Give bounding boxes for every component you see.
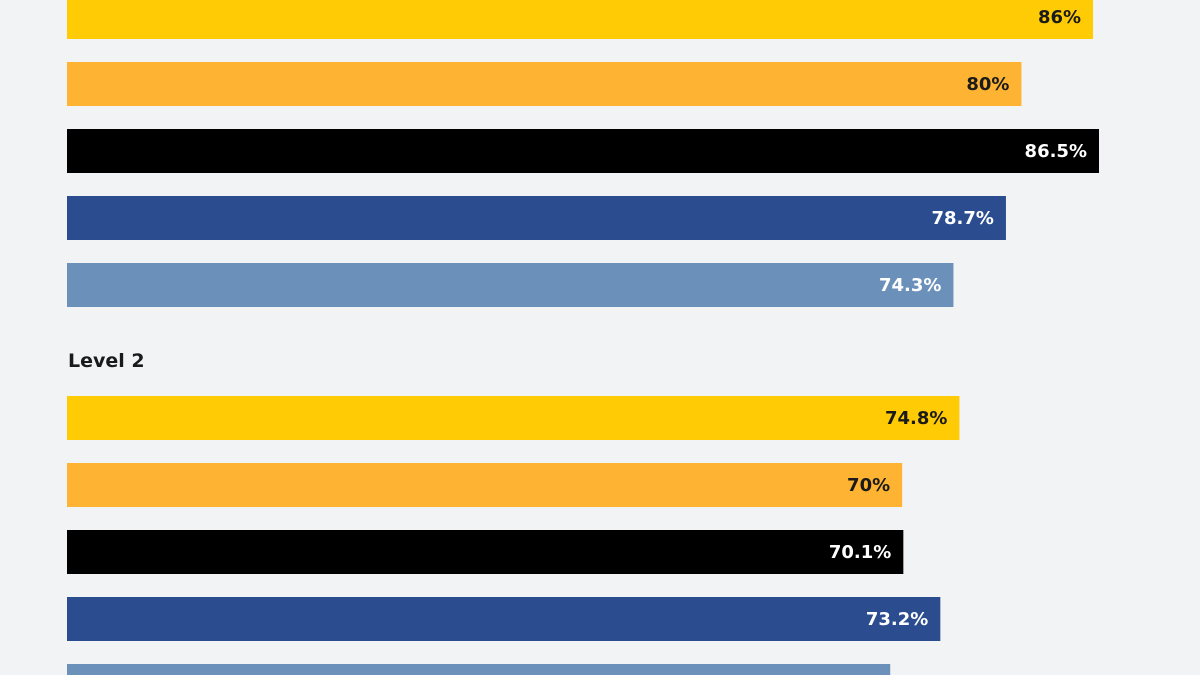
data-label-group2-series4: 73.2% [866, 609, 928, 630]
data-label-group2-series1: 74.8% [885, 408, 947, 429]
data-label-group1-series5: 74.3% [879, 275, 941, 296]
bar-group1-series3 [67, 129, 1099, 173]
data-label-group1-series3: 86.5% [1025, 141, 1087, 162]
bar-group1-series1 [67, 0, 1094, 39]
bar-group2-series3 [67, 530, 904, 574]
group-label-2: Level 2 [68, 350, 145, 372]
bar-group1-series4 [67, 196, 1006, 240]
data-label-group1-series1: 86% [1038, 7, 1081, 28]
data-label-group2-series2: 70% [847, 475, 890, 496]
bar-group2-series4 [67, 597, 941, 641]
bar-group1-series2 [67, 62, 1022, 106]
data-label-group2-series3: 70.1% [829, 542, 891, 563]
bar-group2-series1 [67, 396, 960, 440]
bar-group1-series5 [67, 263, 954, 307]
data-label-group1-series4: 78.7% [931, 208, 993, 229]
data-label-group1-series2: 80% [966, 74, 1009, 95]
bar-group2-series5 [67, 664, 891, 675]
bar-group2-series2 [67, 463, 903, 507]
